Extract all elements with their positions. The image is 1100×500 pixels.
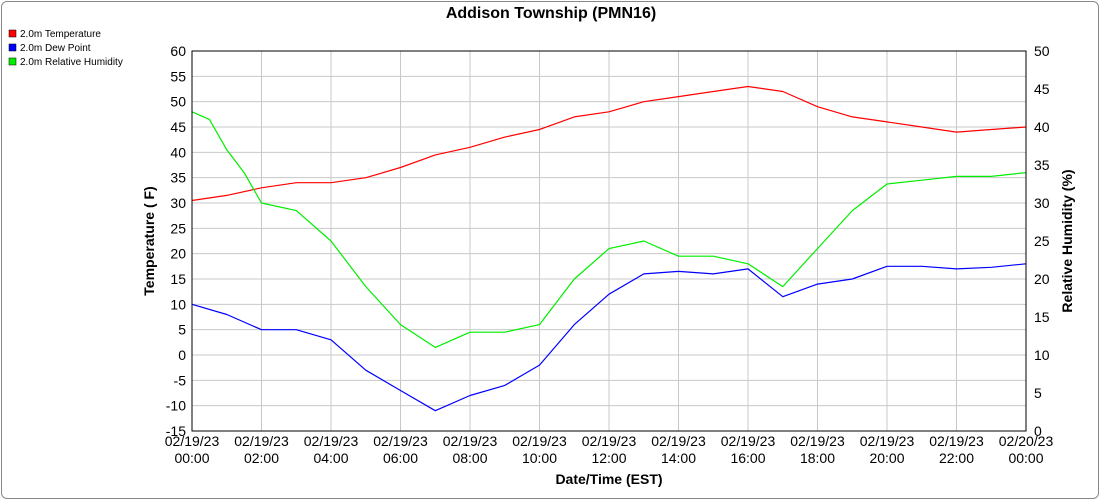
- y-left-tick-label: -15: [166, 423, 186, 439]
- y-right-tick-label: 20: [1034, 271, 1050, 287]
- x-tick-time-label: 10:00: [522, 450, 557, 466]
- x-tick-time-label: 18:00: [800, 450, 835, 466]
- legend-label: 2.0m Dew Point: [20, 43, 91, 54]
- y-left-tick-label: 5: [178, 322, 186, 338]
- x-tick-date-label: 02/19/23: [234, 433, 289, 449]
- y-right-tick-label: 0: [1034, 423, 1042, 439]
- x-tick-date-label: 02/19/23: [373, 433, 428, 449]
- x-tick-date-label: 02/19/23: [304, 433, 359, 449]
- x-tick-date-label: 02/19/23: [512, 433, 567, 449]
- y-right-tick-label: 45: [1034, 81, 1050, 97]
- y-right-tick-label: 10: [1034, 347, 1050, 363]
- y-left-tick-label: 15: [170, 271, 186, 287]
- y-left-tick-label: 50: [170, 94, 186, 110]
- y-right-tick-label: 5: [1034, 385, 1042, 401]
- y-left-tick-label: 0: [178, 347, 186, 363]
- x-tick-time-label: 12:00: [591, 450, 626, 466]
- y-left-tick-label: 25: [170, 220, 186, 236]
- x-tick-time-label: 14:00: [661, 450, 696, 466]
- y-axis-right-label: Relative Humidity (%): [1059, 169, 1075, 312]
- x-tick-time-label: 22:00: [939, 450, 974, 466]
- series-line-2-0m-temperature: [191, 85, 1027, 202]
- x-tick-date-label: 02/19/23: [721, 433, 776, 449]
- legend-swatch: [8, 43, 17, 52]
- y-right-tick-label: 35: [1034, 157, 1050, 173]
- x-tick-date-label: 02/20/23: [999, 433, 1054, 449]
- legend-label: 2.0m Relative Humidity: [20, 57, 123, 68]
- x-tick-time-label: 06:00: [383, 450, 418, 466]
- x-tick-time-label: 04:00: [313, 450, 348, 466]
- x-tick-date-label: 02/19/23: [443, 433, 498, 449]
- y-right-tick-label: 50: [1034, 43, 1050, 59]
- y-axis-left-label: Temperature ( F): [141, 186, 157, 295]
- y-left-tick-label: 45: [170, 119, 186, 135]
- x-tick-date-label: 02/19/23: [165, 433, 220, 449]
- x-axis-ticks: 02/19/2300:0002/19/2302:0002/19/2304:000…: [165, 433, 1054, 466]
- y-left-tick-label: 35: [170, 170, 186, 186]
- legend: 2.0m Temperature 2.0m Dew Point 2.0m Relat…: [8, 29, 123, 68]
- y-right-tick-label: 30: [1034, 195, 1050, 211]
- y-left-tick-label: 30: [170, 195, 186, 211]
- series-line-2-0m-dew-point: [191, 263, 1027, 412]
- y-left-tick-label: 10: [170, 296, 186, 312]
- x-tick-time-label: 08:00: [452, 450, 487, 466]
- legend-swatch: [8, 29, 17, 38]
- legend-label: 2.0m Temperature: [20, 29, 101, 40]
- y-right-tick-label: 40: [1034, 119, 1050, 135]
- y-right-tick-label: 15: [1034, 309, 1050, 325]
- series-layer: [191, 85, 1027, 412]
- x-tick-date-label: 02/19/23: [860, 433, 915, 449]
- x-tick-date-label: 02/19/23: [790, 433, 845, 449]
- y-left-tick-label: 40: [170, 144, 186, 160]
- y-left-tick-label: -10: [166, 398, 186, 414]
- left-axis-ticks: -15 -10 -5 0 5 10 15 20 25 30 35 40 45 50 55 60: [166, 43, 186, 439]
- x-tick-date-label: 02/19/23: [651, 433, 706, 449]
- x-tick-time-label: 00:00: [1008, 450, 1043, 466]
- plot-border: [191, 50, 1027, 432]
- x-tick-time-label: 02:00: [244, 450, 279, 466]
- x-tick-date-label: 02/19/23: [929, 433, 984, 449]
- y-left-tick-label: 60: [170, 43, 186, 59]
- x-tick-date-label: 02/19/23: [582, 433, 637, 449]
- y-right-tick-label: 25: [1034, 233, 1050, 249]
- x-tick-time-label: 16:00: [730, 450, 765, 466]
- x-axis-label: Date/Time (EST): [555, 471, 662, 487]
- chart-title: Addison Township (PMN16): [446, 5, 656, 22]
- right-axis-ticks: 0 5 10 15 20 25 30 35 40 45 50: [1034, 43, 1050, 439]
- x-tick-time-label: 00:00: [174, 450, 209, 466]
- y-left-tick-label: -5: [174, 372, 187, 388]
- legend-swatch: [8, 57, 17, 66]
- y-left-tick-label: 55: [170, 68, 186, 84]
- y-left-tick-label: 20: [170, 246, 186, 262]
- x-tick-time-label: 20:00: [869, 450, 904, 466]
- series-line-2-0m-relative-humidity: [191, 111, 1027, 348]
